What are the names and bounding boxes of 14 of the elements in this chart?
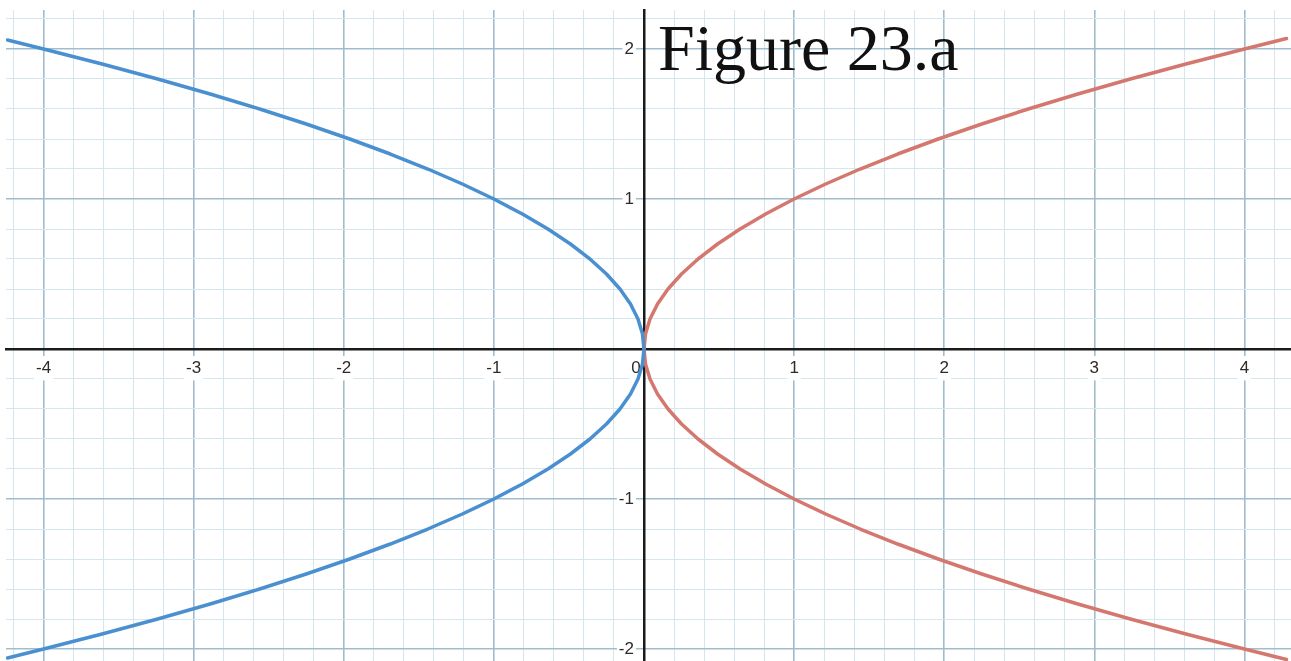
chart-title: Figure 23.a (658, 11, 959, 84)
x-tick-label: -4 (35, 357, 52, 377)
x-tick-label: 3 (1089, 357, 1100, 377)
x-tick-label: 0 (631, 357, 641, 377)
x-tick-label: 2 (939, 357, 949, 377)
x-tick-label: -2 (336, 357, 352, 377)
x-tick-label: 1 (789, 357, 799, 377)
y-tick-label: -1 (618, 488, 634, 508)
x-tick-label: -1 (486, 357, 502, 377)
x-tick-label: -3 (186, 357, 202, 377)
y-tick-label: 1 (624, 188, 634, 208)
y-tick-label: -2 (618, 638, 634, 658)
x-tick-label: 4 (1239, 357, 1250, 377)
y-tick-label: 2 (624, 38, 634, 58)
